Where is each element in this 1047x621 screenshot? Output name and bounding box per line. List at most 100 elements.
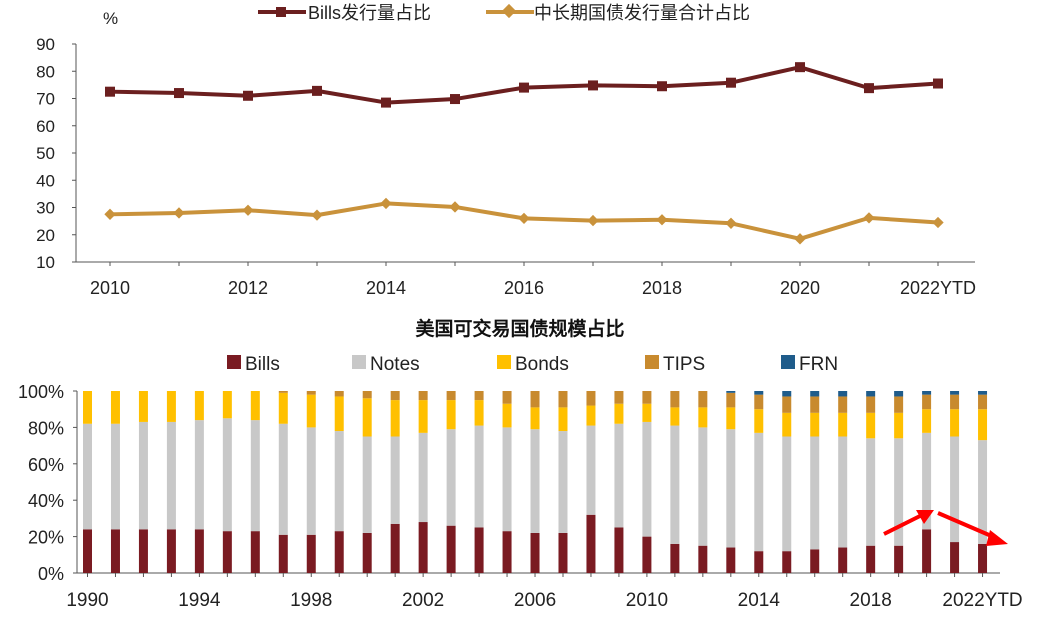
line-point-bills-2020 [795, 62, 805, 73]
line-y-ticks: 10 20 30 40 50 60 70 80 90 [36, 35, 76, 272]
bar-segment-bonds-2006 [530, 407, 540, 430]
bar-segment-tips-2012 [698, 391, 708, 408]
bar-segment-bonds-2014 [754, 409, 764, 433]
bar-segment-notes-2003 [446, 429, 456, 526]
legend-item-bills-share: Bills发行量占比 [258, 3, 431, 23]
trend-arrow-down-line [937, 511, 997, 540]
bar-segment-bills-2004 [474, 527, 484, 573]
bar-segment-bonds-1999 [334, 396, 344, 432]
line-point-long-term-2019 [725, 217, 737, 229]
bar-segment-notes-1992 [138, 421, 148, 530]
bar-segment-bonds-2017 [838, 412, 848, 437]
bar-segment-notes-2006 [530, 429, 540, 533]
bar-segment-bills-2014 [754, 551, 764, 573]
bar-segment-bills-1996 [250, 531, 260, 573]
bar-segment-tips-2007 [558, 391, 568, 408]
bar-segment-bonds-2020 [922, 409, 932, 433]
bar-segment-bonds-2007 [558, 407, 568, 432]
bar-segment-notes-2008 [586, 425, 596, 515]
bar-segment-bonds-2013 [726, 407, 736, 430]
line-x-tick-label: 2020 [780, 278, 820, 298]
bar-segment-notes-1997 [278, 423, 288, 535]
bar-chart-title: 美国可交易国债规模占比 [415, 317, 624, 340]
bar-segment-bonds-1997 [278, 392, 288, 424]
bar-segment-bonds-2000 [362, 398, 372, 437]
bar-segment-notes-2017 [838, 436, 848, 548]
bar-segment-notes-2018 [866, 438, 876, 546]
line-chart: % Bills发行量占比 中长期国债发行量合计占比 10 20 30 40 50 60 70… [36, 3, 976, 298]
bar-segment-tips-2000 [362, 391, 372, 399]
bar-segment-tips-2013 [726, 392, 736, 408]
bar-segment-bonds-2003 [446, 400, 456, 430]
bar-x-tick-label: 2002 [402, 590, 444, 611]
trend-arrow-up-line [883, 513, 923, 536]
line-x-ticks: 2010 2012 2014 2016 2018 2020 2022YTD [90, 262, 976, 298]
line-y-tick-label: 70 [36, 90, 55, 109]
bar-segment-frn-2018 [866, 391, 876, 397]
legend-label-bills-share: Bills发行量占比 [308, 3, 431, 23]
bar-segment-tips-1999 [334, 391, 344, 397]
line-point-long-term-2016 [518, 212, 530, 225]
bar-segment-bonds-2018 [866, 412, 876, 439]
bar-segment-bills-2002 [418, 522, 428, 573]
bar-segment-tips-2004 [474, 391, 484, 401]
bar-segment-bills-2018 [866, 545, 876, 573]
bar-segment-bonds-2016 [810, 412, 820, 437]
bar-segment-bills-2006 [530, 532, 540, 573]
bar-segment-notes-1990 [83, 423, 92, 530]
legend-label-notes: Notes [370, 354, 420, 375]
bar-y-tick-label: 80% [28, 418, 64, 438]
line-y-tick-label: 60 [36, 117, 55, 136]
bar-segment-notes-2011 [670, 425, 680, 544]
line-y-tick-label: 80 [36, 62, 55, 81]
line-point-bills-2010 [105, 86, 115, 97]
bar-segment-tips-2015 [782, 396, 792, 413]
bar-x-tick-label: 2006 [514, 590, 556, 611]
bar-x-tick-label: 2014 [738, 590, 781, 611]
line-legend: Bills发行量占比 中长期国债发行量合计占比 [258, 3, 750, 23]
bar-segment-bonds-1998 [306, 394, 316, 428]
bar-segment-notes-1995 [222, 418, 232, 532]
legend-swatch-tips [645, 355, 659, 369]
line-point-long-term-2022YTD [932, 216, 944, 229]
bar-segment-bonds-2005 [502, 403, 512, 428]
bar-segment-bills-2011 [670, 543, 680, 573]
bar-segment-notes-2005 [502, 427, 512, 532]
bar-segment-bills-2021 [950, 542, 960, 573]
bar-segment-notes-2020 [922, 432, 932, 530]
bar-segment-bonds-1993 [166, 391, 176, 422]
bar-segment-bills-1992 [138, 529, 148, 573]
bar-segment-bonds-2011 [670, 407, 680, 426]
bar-segment-bonds-1994 [194, 391, 204, 421]
legend-marker-diamond [501, 3, 517, 19]
legend-label-long-term-share: 中长期国债发行量合计占比 [534, 3, 750, 23]
legend-swatch-notes [352, 355, 366, 369]
legend-label-bills: Bills [245, 354, 280, 375]
bar-segment-bonds-1990 [83, 391, 92, 424]
bar-segment-bonds-2009 [614, 403, 624, 424]
bar-segment-bonds-1995 [222, 391, 232, 419]
bar-x-tick-label: 2022YTD [942, 590, 1022, 611]
line-point-long-term-2014 [380, 197, 392, 210]
bar-segment-notes-1996 [250, 420, 260, 532]
line-y-tick-label: 40 [36, 171, 55, 190]
line-point-bills-2016 [519, 82, 529, 93]
line-point-bills-2013 [312, 85, 322, 96]
bar-segment-frn-2016 [810, 391, 820, 397]
line-point-long-term-2011 [173, 207, 185, 219]
bar-segment-tips-2014 [754, 394, 764, 410]
bar-segment-bills-2022ytd [978, 543, 988, 573]
line-series-group [104, 62, 944, 245]
bar-segment-frn-2020 [922, 391, 932, 395]
bar-segment-frn-2017 [838, 391, 848, 397]
line-point-bills-2017 [588, 80, 598, 91]
bar-segment-bills-1990 [83, 529, 92, 573]
bar-segment-notes-2000 [362, 436, 372, 533]
line-point-bills-2012 [243, 90, 253, 101]
bar-segment-notes-1991 [110, 423, 120, 530]
bar-segment-bonds-2015 [782, 412, 792, 437]
bar-x-tick-label: 1990 [66, 590, 108, 611]
trend-arrow-up-head [916, 510, 934, 524]
bar-segment-tips-1998 [306, 391, 316, 395]
line-y-tick-label: 90 [36, 35, 55, 54]
